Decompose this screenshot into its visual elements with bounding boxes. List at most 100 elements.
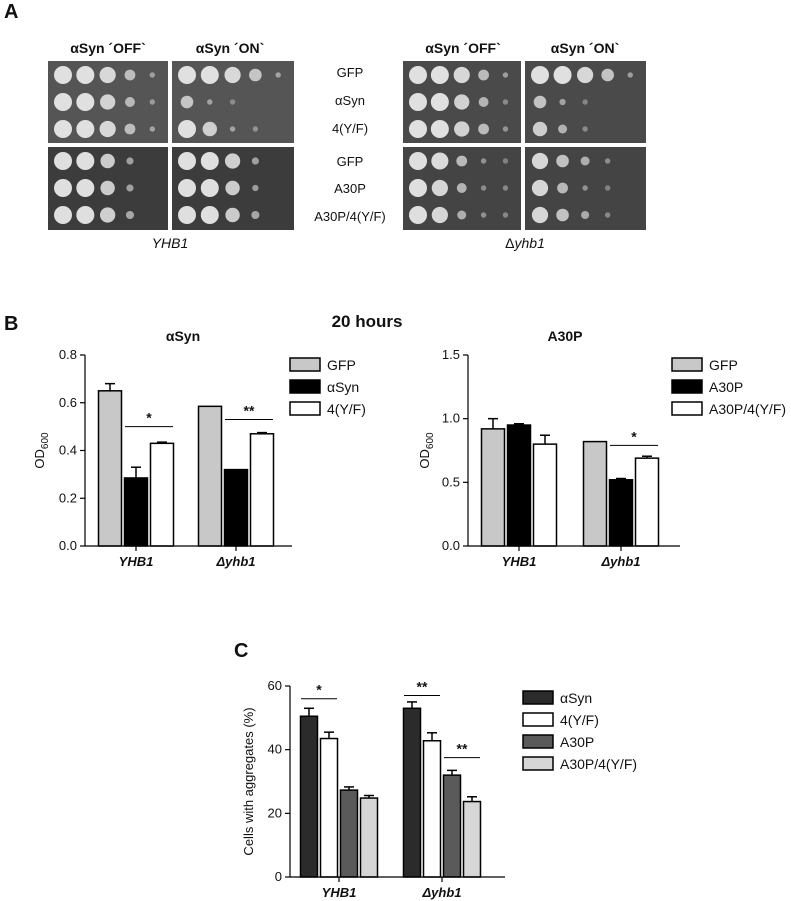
legend-label: A30P/4(Y/F)	[560, 756, 637, 772]
colony-spot	[54, 179, 72, 197]
legend-swatch	[289, 357, 321, 372]
colony-spot	[531, 206, 549, 224]
colony-spot	[54, 152, 72, 170]
colony-spot	[533, 95, 547, 109]
colony-spot	[249, 68, 262, 82]
legend-label: A30P/4(Y/F)	[709, 401, 786, 417]
bar	[359, 797, 379, 878]
colony-spot	[275, 72, 281, 78]
colony-spot	[430, 120, 449, 138]
colony-spot	[577, 66, 594, 84]
bar	[462, 800, 482, 878]
colony-spot	[431, 206, 448, 224]
colony-spot	[559, 98, 566, 106]
y-axis-label: OD600	[32, 432, 51, 469]
colony-spot	[200, 66, 219, 84]
colony-spot	[100, 94, 116, 110]
colony-spot	[532, 121, 548, 137]
row-label-gfp-1: GFP	[337, 65, 364, 80]
legend-swatch	[522, 712, 554, 727]
colony-spot	[556, 208, 569, 222]
bar	[634, 457, 660, 547]
panel-b: B 20 hours	[4, 312, 402, 335]
row-label-a30p: A30P	[334, 181, 366, 196]
colony-spot	[531, 152, 549, 170]
significance-mark: **	[457, 741, 468, 757]
legend-label: A30P	[560, 734, 594, 750]
bar	[480, 428, 506, 547]
legend-label: GFP	[709, 357, 738, 373]
colony-spot	[582, 99, 588, 105]
bar	[149, 442, 175, 547]
y-tick-label: 0	[275, 869, 282, 884]
legend-swatch	[671, 401, 703, 416]
colony-spot	[502, 126, 509, 132]
y-tick-label: 0.4	[59, 443, 77, 458]
col-header-on-left: αSyn ´ON`	[196, 40, 265, 56]
colony-spot	[581, 210, 590, 220]
legend-swatch	[522, 690, 554, 705]
y-axis-label: OD600	[417, 432, 436, 469]
colony-spot	[54, 206, 72, 224]
colony-spot	[100, 207, 116, 223]
chart-c-aggregates: 0 20 40 60 Cells with aggregates (%) YHB1 Δyhb…	[241, 678, 637, 900]
colony-spot	[251, 157, 259, 165]
bar	[223, 468, 249, 547]
bar	[532, 443, 558, 547]
colony-spot	[252, 126, 259, 132]
colony-spot	[409, 66, 427, 84]
significance-mark: *	[631, 428, 637, 444]
colony-spot	[580, 156, 590, 166]
x-tick-label: Δyhb1	[421, 885, 461, 900]
colony-spot	[409, 206, 427, 224]
colony-spot	[531, 66, 549, 84]
legend-label: αSyn	[560, 690, 592, 706]
y-tick-label: 0.0	[442, 538, 460, 553]
colony-spot	[207, 99, 213, 105]
colony-spot	[229, 126, 236, 132]
colony-spot	[224, 153, 241, 169]
colony-spot	[556, 154, 569, 168]
panel-b-heading: 20 hours	[332, 312, 403, 331]
colony-spot	[502, 72, 509, 78]
significance-mark: *	[146, 410, 152, 426]
chart-b-a30p: 0.0 0.5 1.0 1.5 OD600 A30P YHB1 Δyhb1 * GFP A30P A3…	[417, 328, 786, 569]
colony-spot	[531, 179, 549, 197]
colony-spot	[180, 95, 194, 109]
colony-spot	[124, 69, 136, 81]
colony-spot	[502, 158, 509, 164]
y-tick-label: 60	[268, 678, 282, 693]
strain-label-dyhb1: Δyhb1	[505, 235, 545, 251]
chart-title: αSyn	[166, 328, 200, 344]
colony-spot	[502, 99, 509, 105]
colony-spot	[54, 120, 72, 138]
panel-c: C	[234, 640, 248, 662]
colony-spot	[558, 124, 568, 134]
colony-spot	[149, 99, 156, 105]
colony-spot	[582, 185, 588, 191]
colony-spot	[252, 184, 259, 192]
panel-c-letter: C	[234, 640, 248, 662]
colony-spot	[604, 158, 611, 164]
colony-spot	[99, 66, 116, 84]
colony-spot	[582, 126, 588, 132]
colony-spots	[54, 66, 633, 224]
colony-spot	[126, 157, 134, 165]
y-tick-label: 1.5	[442, 347, 460, 362]
y-tick-label: 20	[268, 805, 282, 820]
bar	[339, 789, 359, 878]
colony-spot	[100, 153, 115, 169]
colony-spot	[431, 179, 448, 197]
colony-spot	[604, 212, 611, 218]
strain-label-yhb1: YHB1	[152, 235, 189, 251]
x-tick-label: Δyhb1	[215, 554, 255, 569]
colony-spot	[409, 179, 427, 197]
colony-spot	[601, 68, 614, 82]
colony-spot	[126, 184, 134, 192]
legend-swatch	[671, 357, 703, 372]
colony-spot	[200, 152, 219, 170]
colony-spot	[430, 93, 449, 111]
bar	[402, 707, 422, 878]
row-label-a30p-4yf: A30P/4(Y/F)	[314, 209, 386, 224]
